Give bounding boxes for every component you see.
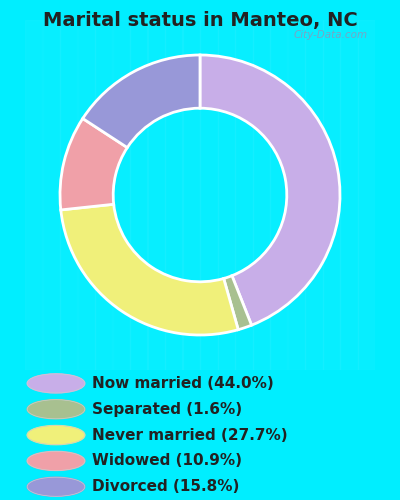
Wedge shape [83, 55, 200, 148]
Bar [322, 20, 340, 370]
Text: City-Data.com: City-Data.com [294, 30, 368, 40]
Bar [42, 20, 60, 370]
Circle shape [27, 477, 85, 496]
Text: Divorced (15.8%): Divorced (15.8%) [92, 479, 239, 494]
Bar [305, 20, 322, 370]
Circle shape [27, 400, 85, 419]
Text: Now married (44.0%): Now married (44.0%) [92, 376, 274, 391]
Bar [60, 20, 78, 370]
Text: Widowed (10.9%): Widowed (10.9%) [92, 454, 242, 468]
Bar [252, 20, 270, 370]
Bar [148, 20, 165, 370]
Bar [25, 20, 42, 370]
Wedge shape [224, 276, 252, 330]
Wedge shape [60, 118, 127, 210]
Wedge shape [61, 204, 238, 335]
Bar [95, 20, 112, 370]
Bar [182, 20, 200, 370]
Bar [235, 20, 252, 370]
Circle shape [27, 426, 85, 444]
Bar [200, 20, 218, 370]
Bar [218, 20, 235, 370]
Bar [288, 20, 305, 370]
Bar [130, 20, 148, 370]
Text: Never married (27.7%): Never married (27.7%) [92, 428, 288, 442]
Bar [358, 20, 375, 370]
Bar [112, 20, 130, 370]
Text: Separated (1.6%): Separated (1.6%) [92, 402, 242, 416]
Bar [165, 20, 182, 370]
Circle shape [27, 452, 85, 470]
Circle shape [27, 374, 85, 393]
Text: Marital status in Manteo, NC: Marital status in Manteo, NC [43, 11, 357, 30]
Wedge shape [200, 55, 340, 325]
Bar [270, 20, 288, 370]
Bar [78, 20, 95, 370]
Bar [340, 20, 358, 370]
